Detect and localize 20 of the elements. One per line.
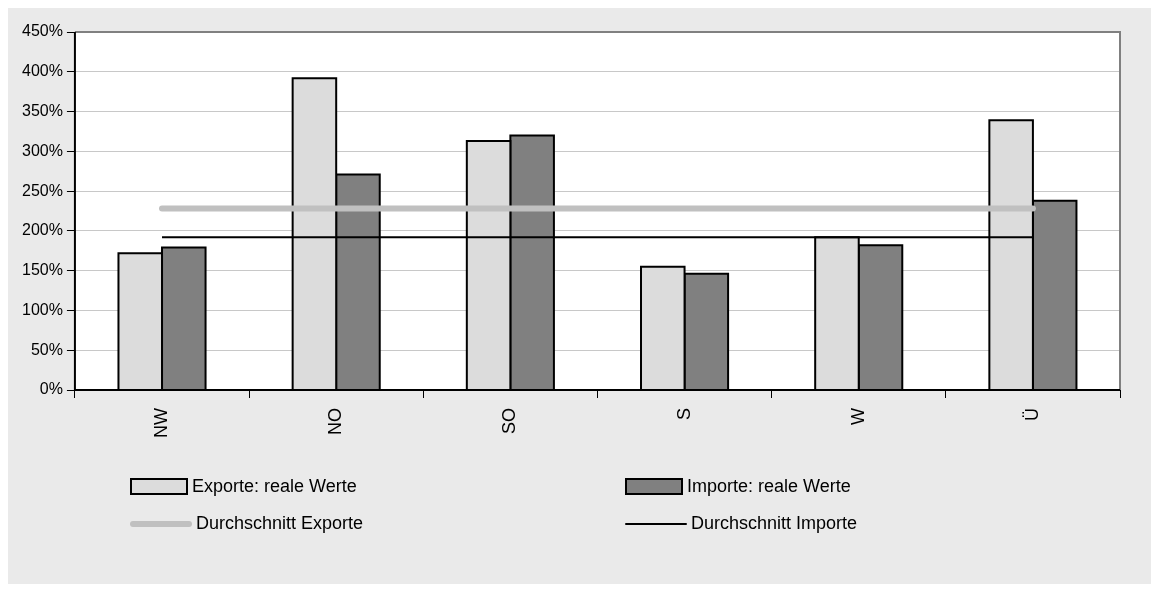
legend-label: Importe: reale Werte — [687, 476, 851, 497]
y-tick-label: 0% — [39, 380, 63, 398]
x-tick-label: NW — [150, 408, 171, 439]
y-tick-label: 300% — [22, 141, 63, 159]
legend-label: Durchschnitt Exporte — [196, 513, 364, 534]
x-tick-label: W — [847, 408, 868, 426]
y-tick-label: 400% — [22, 62, 63, 80]
y-tick-label: 200% — [22, 221, 63, 239]
legend-label: Durchschnitt Importe — [691, 513, 858, 534]
y-tick-label: 150% — [22, 261, 63, 279]
x-tick-label: Ü — [1021, 408, 1042, 422]
x-tick-label: SO — [499, 408, 520, 435]
y-tick-label: 50% — [30, 340, 63, 358]
x-tick-label: NO — [325, 408, 346, 436]
y-tick-label: 350% — [22, 101, 63, 119]
y-tick-label: 250% — [22, 181, 63, 199]
y-tick-label: 100% — [22, 300, 63, 318]
y-tick-label: 450% — [22, 22, 63, 40]
legend-label: Exporte: reale Werte — [192, 476, 357, 497]
x-tick-label: S — [673, 408, 694, 421]
